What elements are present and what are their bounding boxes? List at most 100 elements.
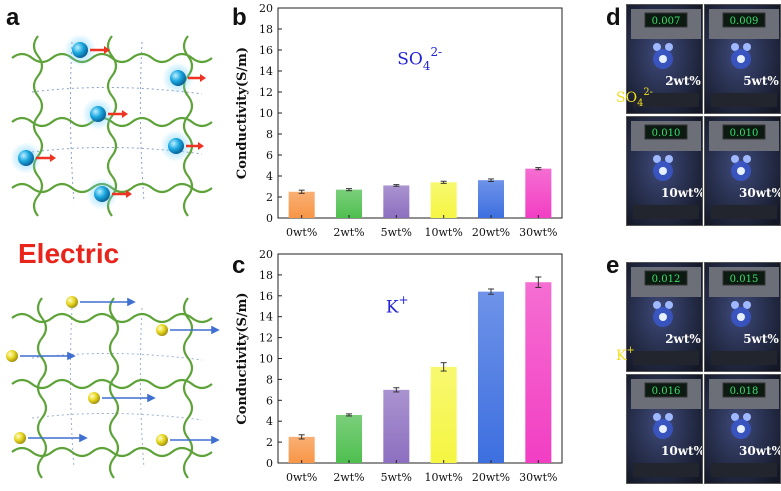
device-photo: 0.015 5wt% xyxy=(704,262,781,372)
concentration-label: 5wt% xyxy=(743,332,779,346)
y-tick-label: 8 xyxy=(266,128,273,141)
bar-0wt% xyxy=(288,191,315,218)
device-photo: 0.018 30wt% xyxy=(704,374,781,484)
error-bar xyxy=(535,276,542,288)
y-tick-label: 16 xyxy=(259,290,273,303)
x-tick-label: 5wt% xyxy=(381,471,412,484)
y-tick-label: 16 xyxy=(259,44,273,57)
error-bar xyxy=(346,413,352,417)
device-photo: 0.012 2wt% xyxy=(626,262,703,372)
y-tick-label: 12 xyxy=(259,86,273,99)
panel-letter-b: b xyxy=(232,4,247,31)
chart-b-so4: 0 2 4 6 8 10 12 14 16 18 20 Conductivity(S/m) 0wt% 2w… xyxy=(235,2,563,239)
y-tick-label: 6 xyxy=(266,149,273,162)
error-bar xyxy=(535,167,542,171)
meter-readout: 0.016 xyxy=(652,386,681,397)
x-tick-label: 30wt% xyxy=(519,471,557,484)
y-tick-label: 12 xyxy=(259,332,273,345)
x-tick-label: 20wt% xyxy=(472,471,510,484)
meter-readout: 0.018 xyxy=(730,386,759,397)
error-bar xyxy=(298,434,305,440)
panel-letter-c: c xyxy=(232,252,246,279)
panel-letter-e: e xyxy=(606,252,620,279)
error-bar xyxy=(440,362,447,372)
photo-ion-label: K+ xyxy=(614,342,658,372)
y-tick-label: 6 xyxy=(266,394,273,407)
cation-balls xyxy=(10,34,206,210)
x-tick-label: 10wt% xyxy=(425,226,463,239)
y-tick-label: 20 xyxy=(259,2,273,15)
x-tick-label: 30wt% xyxy=(519,226,557,239)
error-bar xyxy=(488,288,494,295)
x-tick-label: 20wt% xyxy=(472,226,510,239)
bar-2wt% xyxy=(335,414,363,463)
concentration-label: 10wt% xyxy=(661,186,702,200)
error-bar xyxy=(393,184,400,187)
y-tick-label: 4 xyxy=(266,415,273,428)
y-tick-label: 20 xyxy=(259,248,273,261)
y-tick-label: 18 xyxy=(259,23,273,36)
meter-readout: 0.007 xyxy=(652,16,681,27)
concentration-label: 2wt% xyxy=(665,74,701,88)
bar-10wt% xyxy=(430,366,457,463)
x-tick-label: 2wt% xyxy=(333,226,364,239)
y-tick-label: 10 xyxy=(259,353,273,366)
plot-frame xyxy=(277,7,563,219)
bar-2wt% xyxy=(335,189,363,218)
y-tick-label: 4 xyxy=(266,170,273,183)
concentration-label: 30wt% xyxy=(739,444,780,458)
error-bar xyxy=(488,178,494,182)
ion-label: SO42- xyxy=(616,87,653,109)
x-tick-label: 10wt% xyxy=(425,471,463,484)
meter-readout: 0.010 xyxy=(730,128,759,139)
device-photo: 0.016 10wt% xyxy=(626,374,703,484)
device-photo: 0.009 5wt% xyxy=(704,4,781,114)
bar-0wt% xyxy=(288,436,315,463)
bar-5wt% xyxy=(383,185,410,218)
y-tick-label: 8 xyxy=(266,373,273,386)
plot-frame xyxy=(277,253,563,464)
meter-readout: 0.015 xyxy=(730,274,759,285)
bar-20wt% xyxy=(477,291,505,463)
y-tick-label: 2 xyxy=(266,436,273,449)
bar-30wt% xyxy=(525,282,552,463)
ion-annotation: SO42- xyxy=(397,45,442,73)
concentration-label: 30wt% xyxy=(739,186,780,200)
device-photo: 0.010 30wt% xyxy=(704,116,781,226)
bar-5wt% xyxy=(383,389,410,463)
y-tick-label: 0 xyxy=(266,457,273,470)
error-bar xyxy=(440,180,447,184)
concentration-label: 5wt% xyxy=(743,74,779,88)
x-tick-label: 0wt% xyxy=(286,471,317,484)
y-tick-label: 2 xyxy=(266,191,273,204)
y-tick-label: 18 xyxy=(259,269,273,282)
meter-readout: 0.009 xyxy=(730,16,759,27)
chart-c-k: 0 2 4 6 8 10 12 14 16 18 20 Conductivity(S/m) 0wt% 2w… xyxy=(235,248,563,484)
ion-label: K+ xyxy=(616,345,635,364)
photo-ion-label: SO42- xyxy=(614,84,658,114)
y-axis-label: Conductivity(S/m) xyxy=(235,292,250,424)
panel-letter-d: d xyxy=(606,4,621,31)
concentration-label: 2wt% xyxy=(665,332,701,346)
y-tick-label: 14 xyxy=(259,65,273,78)
panel-letter-a: a xyxy=(6,4,20,31)
ion-annotation: K+ xyxy=(386,293,409,318)
anion-balls xyxy=(6,296,220,446)
device-photo: 0.010 10wt% xyxy=(626,116,703,226)
x-tick-label: 2wt% xyxy=(333,471,364,484)
error-bar xyxy=(298,189,305,194)
error-bar xyxy=(393,387,400,393)
concentration-label: 10wt% xyxy=(661,444,702,458)
y-tick-label: 0 xyxy=(266,212,273,225)
bar-20wt% xyxy=(477,180,505,218)
y-axis-label: Conductivity(S/m) xyxy=(235,47,250,179)
network-diagram-top xyxy=(10,34,213,217)
meter-readout: 0.010 xyxy=(652,128,681,139)
electric-label: Electric xyxy=(18,238,120,269)
x-tick-label: 5wt% xyxy=(381,226,412,239)
device-photo: 0.007 2wt% xyxy=(626,4,703,114)
error-bar xyxy=(346,188,352,192)
y-tick-label: 14 xyxy=(259,311,273,324)
meter-readout: 0.012 xyxy=(652,274,681,285)
bar-30wt% xyxy=(525,168,552,218)
